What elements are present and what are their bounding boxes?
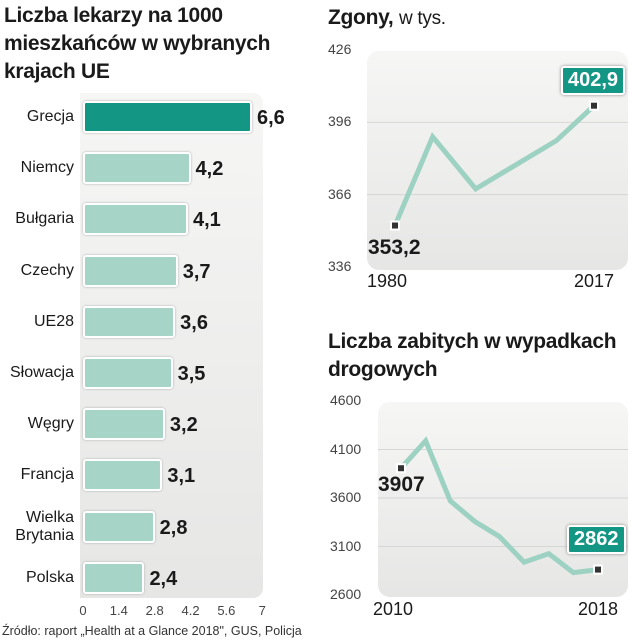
y-tick-label: 336	[328, 258, 352, 274]
x-tick-label: 7	[258, 603, 266, 618]
bar-category-label: Słowacja	[9, 364, 74, 381]
bar	[83, 203, 188, 236]
end-value-badge: 2862	[567, 525, 626, 554]
end-value-badge: 402,9	[561, 66, 626, 95]
bar	[83, 459, 163, 492]
endpoint-marker	[396, 463, 406, 474]
y-tick-label: 4600	[330, 392, 362, 408]
y-tick-label: 426	[328, 41, 352, 57]
bar-chart-title: Liczba lekarzy na 1000 mieszkańców w wyb…	[4, 4, 271, 83]
series-line	[399, 436, 599, 576]
y-tick-label: 4100	[330, 440, 362, 457]
endpoint-marker	[589, 100, 599, 111]
x-tick-label: 4.2	[181, 603, 200, 618]
bar	[83, 357, 173, 389]
bar-value-label: 3,2	[169, 414, 198, 437]
bar-category-label: UE28	[33, 312, 74, 330]
bar-category-label: Bułgaria	[15, 210, 74, 228]
y-tick-label: 3100	[330, 537, 362, 554]
y-tick-label: 366	[328, 185, 352, 202]
bar-category-label: Czechy	[20, 261, 74, 279]
bar-value-label: 2,8	[159, 516, 188, 539]
bar-value-label: 4,2	[195, 158, 224, 181]
bar	[83, 305, 176, 338]
endpoint-marker	[593, 564, 603, 575]
bar-category-label: Grecja	[26, 108, 74, 125]
deaths-chart-title: Zgony, w tys.	[328, 4, 446, 33]
deaths-title: Zgony,	[328, 6, 394, 29]
bar-value-label: 3,1	[167, 465, 196, 488]
bar	[83, 152, 191, 185]
bar	[83, 561, 145, 594]
source-note: Źródło: raport „Health at a Glance 2018"…	[2, 624, 302, 638]
bar-value-label: 6,6	[256, 107, 285, 129]
x-axis-label-end: 2017	[574, 271, 615, 291]
road-chart-panel	[378, 402, 628, 597]
road-chart-title: Liczba zabitych w wypadkach drogowych	[328, 330, 617, 381]
bar-category-label: Wielka Brytania	[15, 508, 74, 544]
endpoint-marker	[390, 220, 400, 231]
x-axis-label-start: 2010	[373, 599, 414, 619]
y-tick-label: 2600	[330, 586, 362, 602]
bar-value-label: 3,7	[182, 260, 211, 283]
x-tick-label: 0	[79, 603, 87, 618]
y-tick-label: 396	[328, 113, 352, 130]
bar	[83, 510, 155, 543]
x-tick-label: 2.8	[145, 603, 164, 618]
start-value-label: 3907	[378, 473, 425, 496]
bar-value-label: 4,1	[192, 209, 221, 232]
bar-category-label: Niemcy	[20, 159, 74, 177]
x-tick-label: 5.6	[217, 603, 236, 618]
start-value-label: 353,2	[368, 236, 421, 259]
bar	[83, 254, 178, 287]
bar-category-label: Polska	[25, 568, 74, 586]
bar-value-label: 3,6	[180, 311, 208, 334]
deaths-subtitle: w tys.	[399, 8, 446, 29]
bar-category-label: Francja	[20, 466, 74, 484]
x-axis-label-start: 1980	[367, 271, 408, 291]
bar	[83, 408, 165, 441]
x-axis-label-end: 2018	[578, 599, 619, 619]
bar-category-label: Węgry	[27, 415, 74, 433]
bar-value-label: 2,4	[149, 567, 178, 590]
x-tick-label: 1.4	[109, 603, 128, 618]
series-line	[392, 103, 596, 227]
bar	[83, 101, 252, 133]
y-tick-label: 3600	[330, 489, 362, 505]
bar-value-label: 3,5	[177, 363, 206, 385]
